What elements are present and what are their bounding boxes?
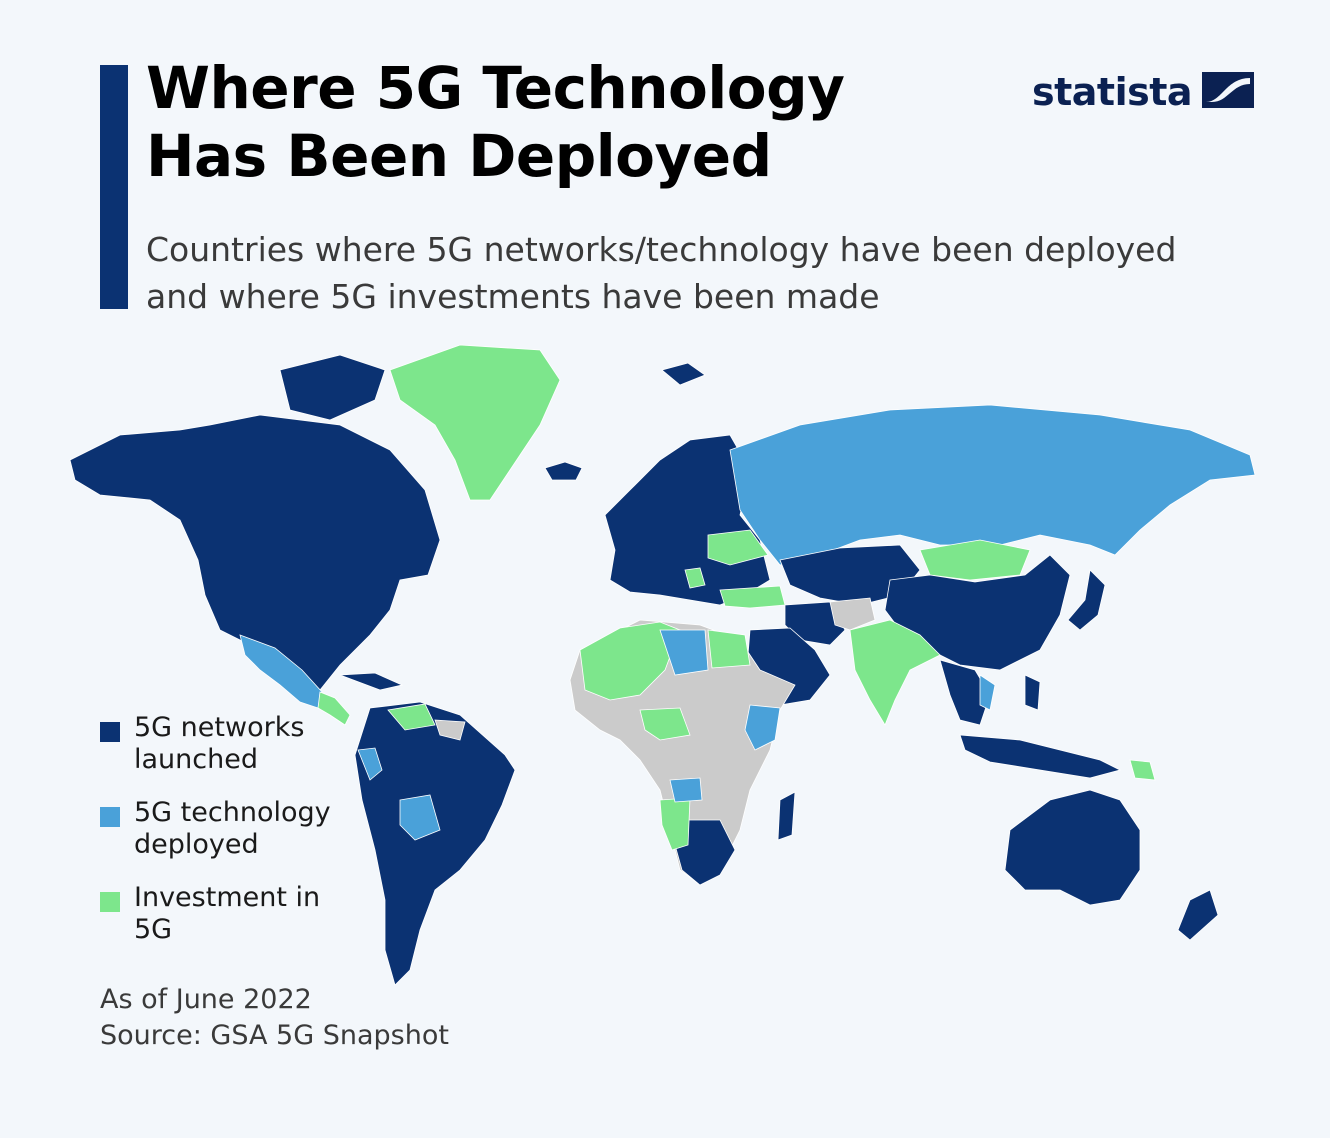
region-philippines — [1024, 674, 1041, 711]
region-turkey — [719, 585, 786, 609]
region-venezuela — [387, 703, 436, 731]
region-canada-islands — [279, 354, 386, 421]
region-iceland — [544, 461, 583, 481]
region-north-america — [69, 414, 441, 691]
brand-logo: statista — [1032, 70, 1255, 114]
region-madagascar — [777, 791, 796, 841]
legend-item-launched: 5G networks launched — [100, 712, 364, 776]
region-bolivia — [399, 794, 441, 841]
region-guyanas — [434, 719, 466, 741]
legend-label-launched: 5G networks launched — [134, 712, 305, 775]
chart-title: Where 5G Technology Has Been Deployed — [146, 54, 845, 190]
region-afghanistan — [829, 597, 876, 631]
region-angola-namibia — [659, 797, 691, 851]
legend-item-investment: Investment in 5G — [100, 882, 364, 946]
region-russia — [729, 404, 1256, 566]
region-balkans — [684, 567, 706, 589]
region-png — [1129, 759, 1156, 781]
region-mongolia — [919, 539, 1031, 581]
statista-logo-icon — [1202, 72, 1255, 112]
region-zambia — [669, 777, 703, 803]
region-southern-africa — [674, 819, 736, 886]
legend-swatch-investment — [100, 892, 120, 912]
region-libya — [659, 629, 709, 676]
legend-swatch-launched — [100, 722, 120, 742]
region-india — [849, 619, 941, 726]
region-ukraine — [707, 529, 769, 566]
legend-label-deployed: 5G technology deployed — [134, 797, 331, 860]
region-south-america — [354, 701, 516, 986]
region-mexico — [239, 634, 323, 709]
region-caribbean — [339, 672, 404, 691]
region-egypt — [707, 629, 751, 669]
region-svalbard — [661, 362, 706, 386]
region-southeast-asia — [939, 659, 991, 726]
footnote-date: As of June 2022 — [100, 984, 312, 1015]
region-indonesia — [959, 734, 1122, 779]
region-east-africa — [744, 704, 781, 751]
region-japan — [1067, 569, 1106, 631]
region-peru — [357, 747, 383, 781]
region-central-africa — [639, 707, 691, 741]
legend-label-investment: Investment in 5G — [134, 882, 321, 945]
legend-item-deployed: 5G technology deployed — [100, 797, 364, 861]
title-accent-bar — [100, 65, 128, 309]
chart-subtitle: Countries where 5G networks/technology h… — [146, 230, 1177, 316]
footnote: As of June 2022 Source: GSA 5G Snapshot — [100, 982, 449, 1054]
region-new-zealand — [1177, 889, 1219, 941]
region-greenland — [389, 344, 561, 501]
world-map — [69, 344, 1256, 986]
brand-name: statista — [1032, 70, 1193, 114]
region-vietnam — [979, 674, 996, 711]
footnote-source: Source: GSA 5G Snapshot — [100, 1020, 449, 1051]
region-central-america — [317, 691, 351, 726]
region-australia — [1004, 789, 1141, 906]
region-north-africa — [579, 621, 681, 701]
legend-swatch-deployed — [100, 807, 120, 827]
